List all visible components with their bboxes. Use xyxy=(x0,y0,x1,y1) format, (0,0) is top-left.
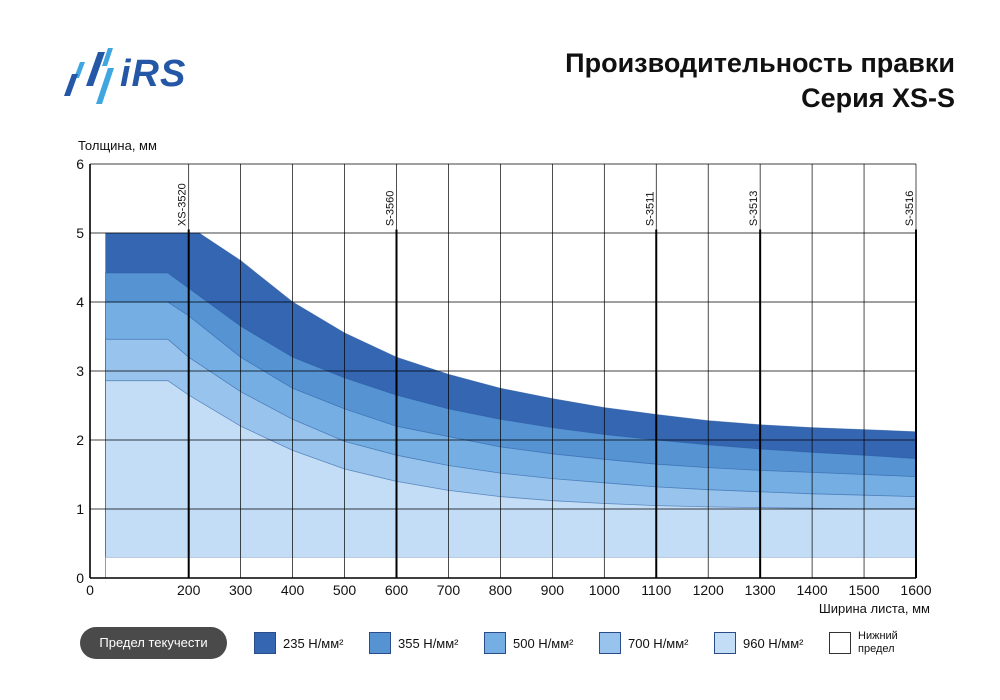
band-layer xyxy=(105,232,917,579)
legend-label: 235 Н/мм² xyxy=(283,635,344,651)
legend-label: 355 Н/мм² xyxy=(398,635,459,651)
legend-item: 960 Н/мм² xyxy=(714,631,804,655)
legend-item: 700 Н/мм² xyxy=(599,631,689,655)
machine-label: S-3513 xyxy=(748,191,760,226)
y-tick-label: 6 xyxy=(76,156,84,172)
legend-swatch-700 xyxy=(599,632,621,654)
y-tick-label: 3 xyxy=(76,363,84,379)
x-tick-label: 1200 xyxy=(693,582,724,598)
y-tick-label: 2 xyxy=(76,432,84,448)
x-tick-label: 500 xyxy=(333,582,357,598)
machine-label: S-3511 xyxy=(644,191,656,226)
legend-swatch-960 xyxy=(714,632,736,654)
legend-swatch-355 xyxy=(369,632,391,654)
x-tick-label: 400 xyxy=(281,582,305,598)
x-tick-label: 200 xyxy=(177,582,201,598)
title-line-2: Серия XS-S xyxy=(801,83,955,113)
machine-label: XS-3520 xyxy=(177,183,189,226)
x-tick-label: 700 xyxy=(437,582,461,598)
machine-layer: XS-3520 S-3560 S-3511 S-3513 S-3516 xyxy=(177,183,917,578)
machine-label: S-3516 xyxy=(904,191,916,226)
x-axis-label: Ширина листа, мм xyxy=(819,601,930,616)
x-tick-label: 600 xyxy=(385,582,409,598)
x-tick-label: 1300 xyxy=(745,582,776,598)
x-tick-label: 1000 xyxy=(589,582,620,598)
x-tick-label: 1500 xyxy=(848,582,879,598)
legend-label-lower-limit: Нижний предел xyxy=(858,630,898,655)
x-tick-label: 800 xyxy=(489,582,513,598)
legend-label: 700 Н/мм² xyxy=(628,635,689,651)
x-tick-label: 1100 xyxy=(641,582,671,598)
legend-label: 960 Н/мм² xyxy=(743,635,804,651)
legend-label: 500 Н/мм² xyxy=(513,635,574,651)
x-tick-label: 900 xyxy=(541,582,565,598)
y-tick-label: 1 xyxy=(76,501,84,517)
y-axis-label: Толщина, мм xyxy=(78,138,157,153)
lower-limit-layer xyxy=(105,556,917,579)
legend-item: 355 Н/мм² xyxy=(369,631,459,655)
legend: Предел текучести 235 Н/мм² 355 Н/мм² 500… xyxy=(80,627,990,659)
logo-mark-icon xyxy=(64,48,114,104)
axes-layer: 0 1 2 3 4 5 6 0 200 300 400 500 600 700 800 900 1000 1100… xyxy=(76,156,932,598)
x-tick-label: 1600 xyxy=(900,582,931,598)
x-tick-label: 1400 xyxy=(797,582,828,598)
x-tick-label: 300 xyxy=(229,582,253,598)
machine-label: S-3560 xyxy=(385,191,397,226)
legend-swatch-lower-limit xyxy=(829,632,851,654)
title-line-1: Производительность правки xyxy=(565,48,955,78)
x-tick-label: 0 xyxy=(86,582,94,598)
yield-label: Предел текучести xyxy=(80,627,227,659)
legend-item: 235 Н/мм² xyxy=(254,631,344,655)
y-tick-label: 5 xyxy=(76,225,84,241)
chart-title: Производительность правки Серия XS-S xyxy=(565,46,955,116)
lower-limit-strip xyxy=(105,556,917,579)
legend-item: 500 Н/мм² xyxy=(484,631,574,655)
legend-swatch-235 xyxy=(254,632,276,654)
legend-swatch-500 xyxy=(484,632,506,654)
y-tick-label: 4 xyxy=(76,294,84,310)
legend-item: Нижний предел xyxy=(829,630,908,655)
logo-text: iRS xyxy=(120,53,186,95)
y-tick-label: 0 xyxy=(76,570,84,586)
irs-logo: iRS xyxy=(64,48,186,104)
